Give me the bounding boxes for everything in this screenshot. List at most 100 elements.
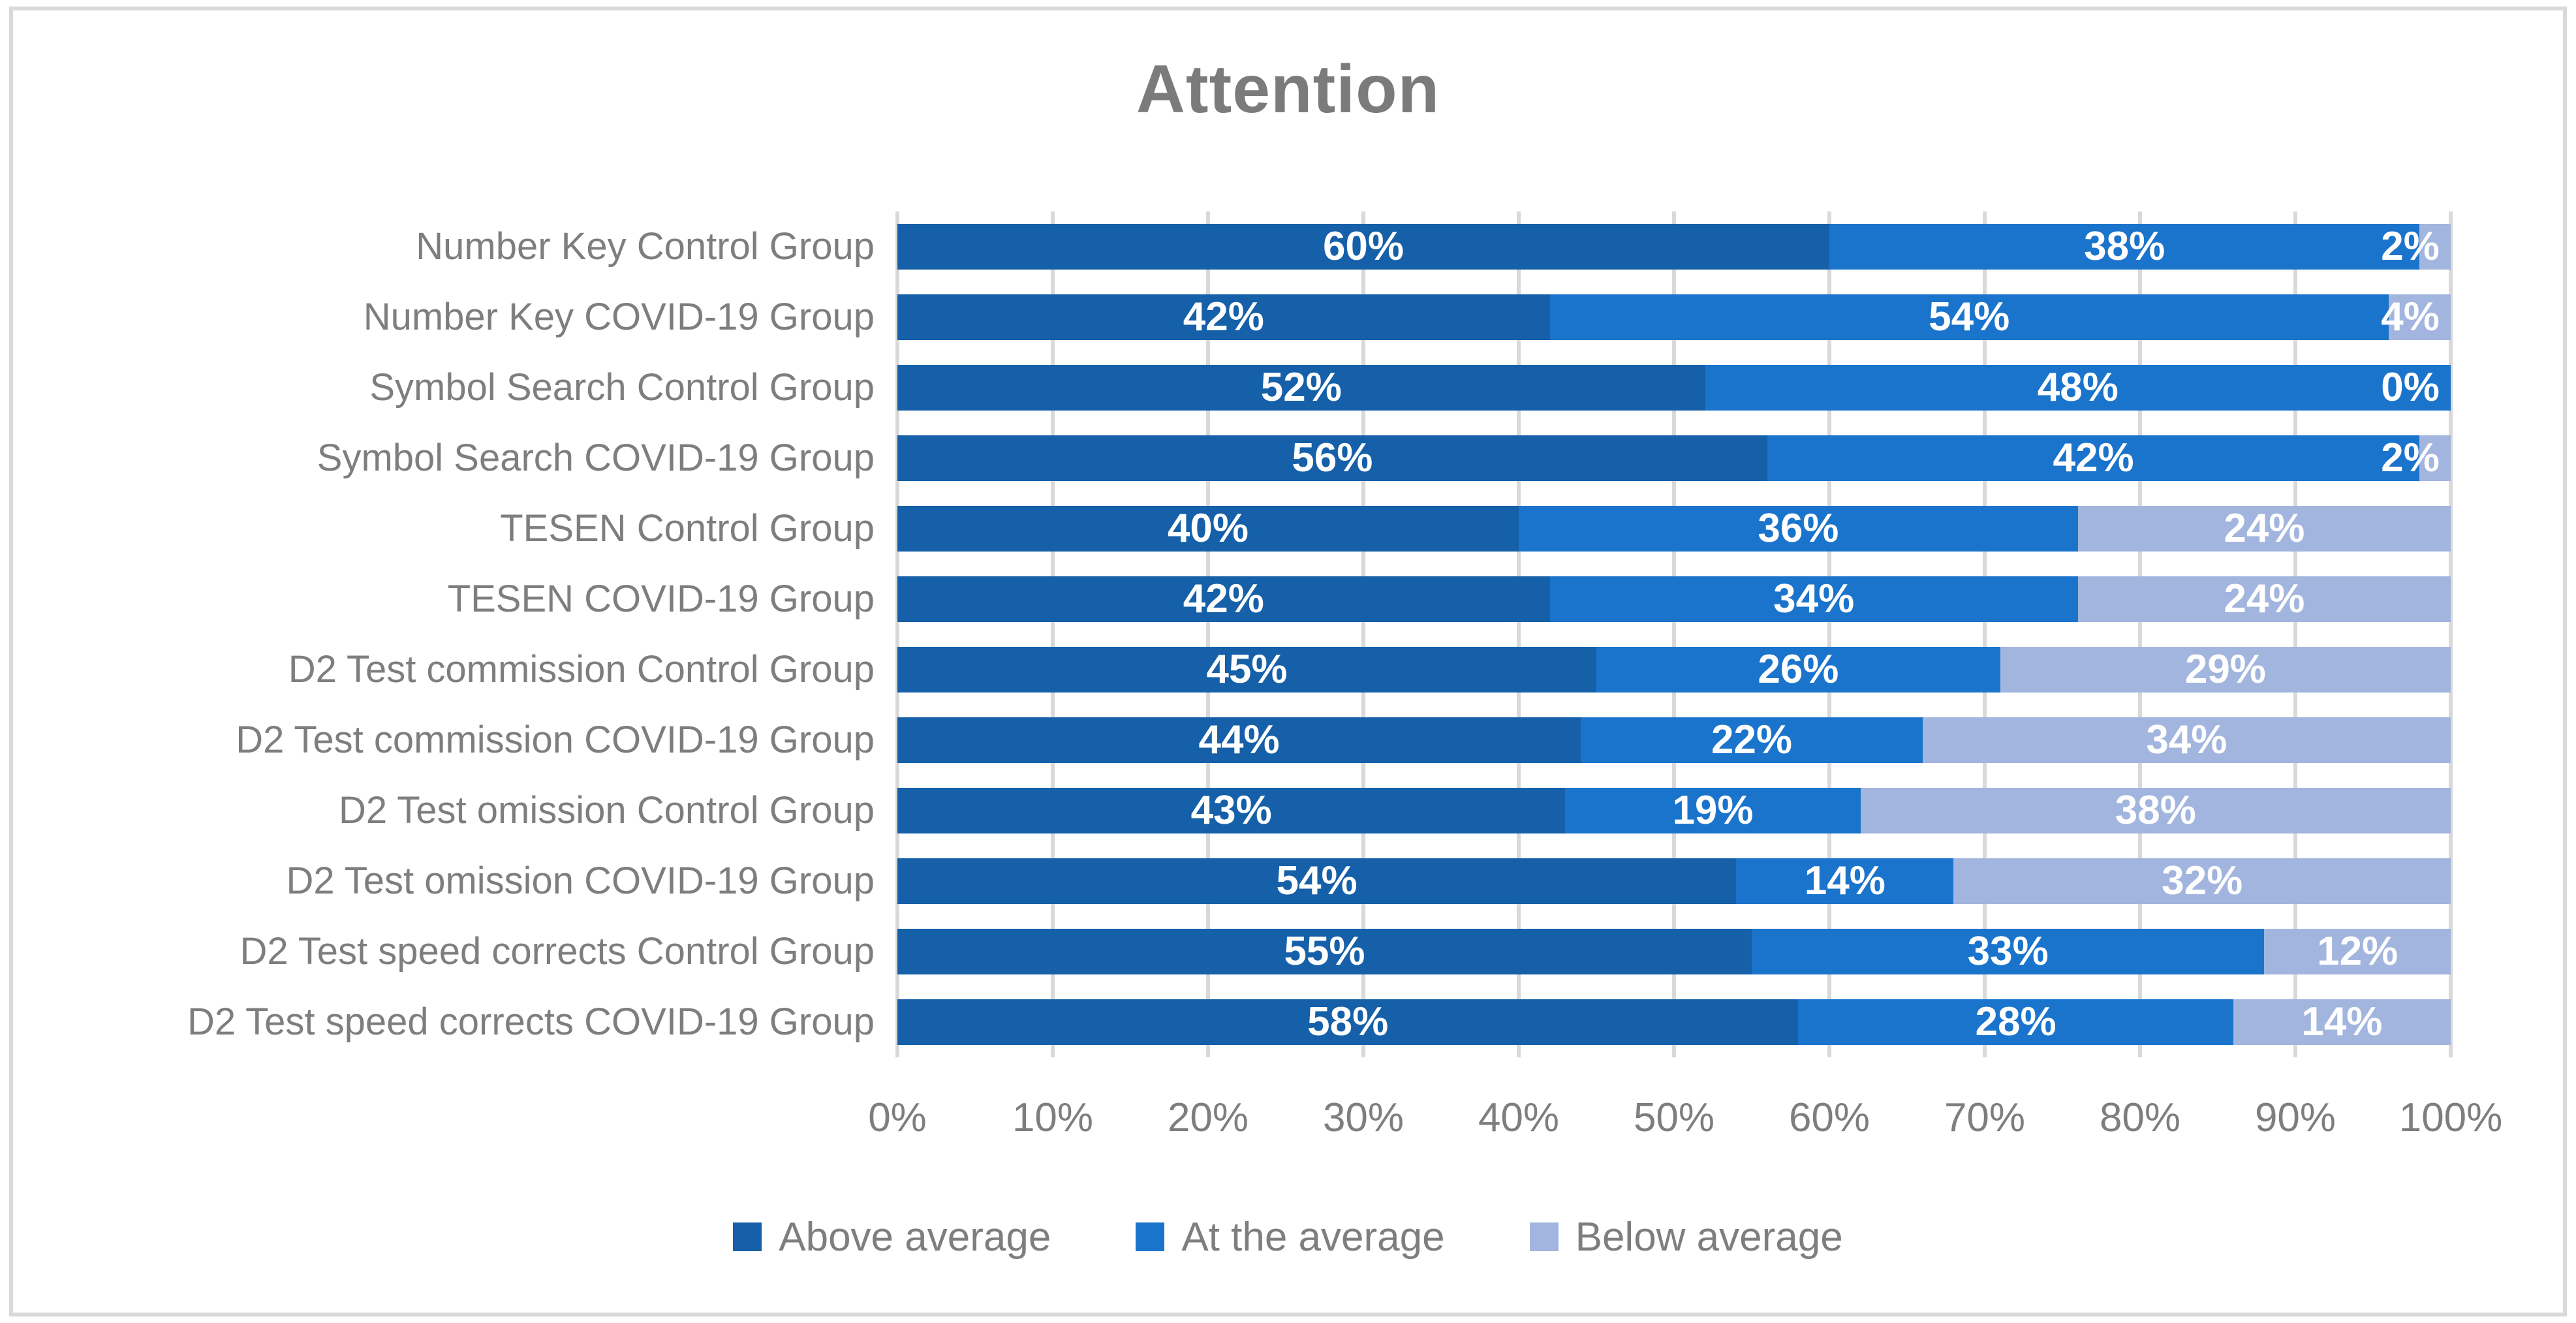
gridline-100pct [2449,211,2453,1057]
category-label-symbol-search-control-group: Symbol Search Control Group [369,366,875,409]
legend-label-at-the-average: At the average [1181,1214,1445,1260]
bar-segment-below-average [1922,717,2451,763]
legend-swatch-above-average [733,1222,762,1251]
category-label-number-key-control-group: Number Key Control Group [416,225,875,268]
bar-row-d2-test-omission-control-group: 43% 19% 38% [897,775,2451,846]
x-tick-90pct: 90% [2254,1095,2336,1140]
gridline-20pct [1206,211,1210,1057]
bar-segment-below-average [2419,435,2451,481]
bar-segment-above-average [897,576,1550,622]
data-label-above-average: 44% [1198,717,1280,762]
gridline-50pct [1672,211,1676,1057]
data-label-at-the-average: 22% [1711,717,1793,762]
x-tick-50pct: 50% [1633,1095,1715,1140]
data-label-above-average: 58% [1307,999,1389,1044]
data-label-at-the-average: 36% [1758,506,1839,551]
bar-segment-below-average [2077,506,2451,552]
category-label-d2-test-omission-control-group: D2 Test omission Control Group [339,789,875,832]
gridline-0pct [895,211,899,1057]
data-label-above-average: 52% [1260,365,1342,410]
data-label-below-average: 24% [2224,506,2305,551]
category-label-d2-test-commission-control-group: D2 Test commission Control Group [288,648,875,691]
data-label-at-the-average: 33% [1967,929,2049,974]
bar-segment-above-average [897,929,1752,974]
legend-label-above-average: Above average [779,1214,1051,1260]
category-label-number-key-covid-19-group: Number Key COVID-19 Group [363,296,875,338]
bar-segment-above-average [897,858,1737,904]
bar-segment-below-average [2233,999,2451,1045]
bar-row-tesen-covid-19-group: 42% 34% 24% [897,564,2451,634]
data-label-above-average: 54% [1276,858,1358,903]
bar-row-symbol-search-covid-19-group: 56% 42% 2% [897,423,2451,493]
data-label-at-the-average: 42% [2053,435,2134,480]
legend-swatch-at-the-average [1136,1222,1165,1251]
bar-row-d2-test-speed-corrects-covid-19-group: 58% 28% 14% [897,987,2451,1057]
bar-row-d2-test-commission-control-group: 45% 26% 29% [897,634,2451,705]
x-tick-100pct: 100% [2398,1095,2503,1140]
category-label-tesen-covid-19-group: TESEN COVID-19 Group [447,578,875,620]
bar-row-tesen-control-group: 40% 36% 24% [897,493,2451,564]
data-label-above-average: 40% [1167,506,1249,551]
data-label-above-average: 60% [1322,224,1404,269]
category-label-d2-test-commission-covid-19-group: D2 Test commission COVID-19 Group [236,719,875,761]
data-label-at-the-average: 48% [2037,365,2118,410]
bar-row-symbol-search-control-group: 52% 48% 0% [897,352,2451,423]
data-label-at-the-average: 28% [1975,999,2056,1044]
category-label-symbol-search-covid-19-group: Symbol Search COVID-19 Group [317,437,875,479]
bar-segment-at-the-average [1519,506,2078,552]
bar-row-d2-test-omission-covid-19-group: 54% 14% 32% [897,846,2451,916]
x-axis: 0% 10% 20% 30% 40% 50% 60% 70% 80% 90% 100% [868,1089,2502,1147]
legend-item-at-the-average: At the average [1136,1214,1445,1260]
data-label-above-average: 55% [1284,929,1365,974]
bar-segment-above-average [897,435,1767,481]
data-label-below-average: 34% [2146,717,2227,762]
gridline-80pct [2138,211,2142,1057]
data-label-below-average: 32% [2162,858,2243,903]
bar-segment-below-average [1860,788,2451,833]
x-tick-10pct: 10% [1012,1095,1094,1140]
data-label-at-the-average: 54% [1929,294,2010,339]
bar-segment-at-the-average [1581,717,1923,763]
data-label-below-average: 2% [2381,224,2440,269]
data-label-at-the-average: 26% [1758,647,1839,692]
category-label-d2-test-omission-covid-19-group: D2 Test omission COVID-19 Group [286,860,875,902]
gridline-10pct [1051,211,1055,1057]
legend-item-below-average: Below average [1529,1214,1843,1260]
x-tick-40pct: 40% [1478,1095,1560,1140]
data-label-below-average: 24% [2224,576,2305,621]
category-label-d2-test-speed-corrects-control-group: D2 Test speed corrects Control Group [240,930,875,973]
bar-segment-above-average [897,788,1566,833]
bar-segment-at-the-average [1549,294,2389,340]
bar-segment-above-average [897,506,1519,552]
legend-swatch-below-average [1529,1222,1559,1251]
data-label-at-the-average: 14% [1804,858,1885,903]
plot-area: 60% 38% 2% 42% 54% 4% 52% 48% 0% 56% 42% 2% 40% 36% 24… [895,211,2453,1057]
data-label-below-average: 0% [2381,365,2440,410]
bar-row-d2-test-commission-covid-19-group: 44% 22% 34% [897,705,2451,775]
bar-segment-below-average [1953,858,2451,904]
bar-row-number-key-covid-19-group: 42% 54% 4% [897,282,2451,352]
data-label-above-average: 56% [1292,435,1373,480]
x-tick-60pct: 60% [1788,1095,1870,1140]
x-tick-20pct: 20% [1167,1095,1249,1140]
bar-segment-at-the-average [1705,365,2451,411]
gridline-60pct [1827,211,1831,1057]
bar-segment-above-average [897,224,1829,270]
bar-segment-at-the-average [1829,224,2420,270]
bar-segment-below-average [2000,647,2451,693]
data-label-below-average: 2% [2381,435,2440,480]
data-label-below-average: 4% [2381,294,2440,339]
bar-segment-below-average [2388,294,2451,340]
data-label-below-average: 29% [2184,647,2266,692]
bar-segment-at-the-average [1767,435,2420,481]
bar-segment-at-the-average [1736,858,1954,904]
data-label-at-the-average: 19% [1672,788,1754,833]
legend-label-below-average: Below average [1575,1214,1843,1260]
data-label-below-average: 14% [2301,999,2383,1044]
bar-segment-at-the-average [1798,999,2233,1045]
legend: Above average At the average Below average [0,1206,2576,1268]
data-label-above-average: 42% [1183,294,1264,339]
bar-segment-above-average [897,294,1550,340]
bar-segment-above-average [897,647,1596,693]
bar-segment-above-average [897,365,1705,411]
